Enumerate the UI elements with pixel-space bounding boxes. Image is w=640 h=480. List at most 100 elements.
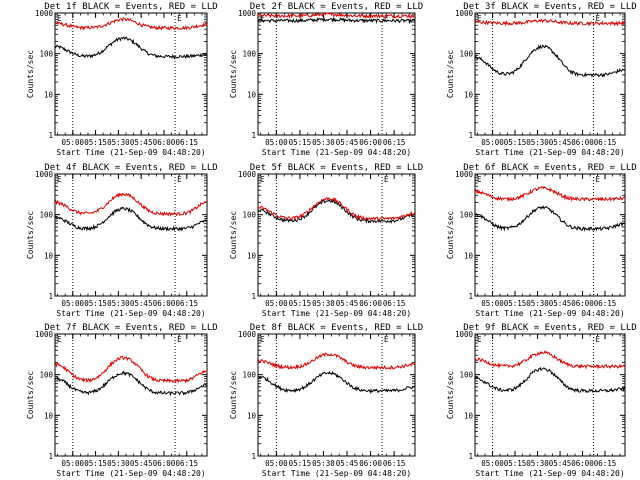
panel-det-4: Det 4f BLACK = Events, RED = LLD 1 10 100 10… xyxy=(26,163,218,318)
marker-e: E xyxy=(177,14,182,23)
y-tick-label: 1000 xyxy=(238,330,257,339)
series-lld xyxy=(54,192,208,217)
y-tick-label: 10 xyxy=(247,411,257,420)
marker-e: E xyxy=(177,335,182,344)
x-axis-label: Start Time (21-Sep-09 04:48:20) xyxy=(56,469,205,478)
x-axis-label: Start Time (21-Sep-09 04:48:20) xyxy=(56,309,205,318)
y-axis-label: Counts/sec xyxy=(229,211,238,259)
plot-frame xyxy=(474,12,626,136)
plot-frame xyxy=(474,173,626,297)
x-axis-label: Start Time (21-Sep-09 04:48:20) xyxy=(475,148,624,157)
marker-e: E xyxy=(477,175,482,184)
y-tick-label: 10 xyxy=(464,411,474,420)
y-tick-label: 100 xyxy=(242,211,256,220)
x-tick-label: 05:45 xyxy=(336,138,359,147)
series-events xyxy=(474,44,626,78)
plot-frame xyxy=(257,12,416,136)
series-events xyxy=(474,205,626,232)
x-tick-label: 05:00 xyxy=(265,138,288,147)
x-tick-label: 06:00 xyxy=(359,459,382,468)
y-tick-label: 1000 xyxy=(455,170,474,179)
y-tick-label: 10 xyxy=(247,90,257,99)
y-axis-label: Counts/sec xyxy=(446,211,455,259)
x-tick-label: 06:15 xyxy=(175,299,198,308)
x-tick-label: 05:30 xyxy=(312,459,335,468)
panel-det-3: Det 3f BLACK = Events, RED = LLD 1 10 100 10… xyxy=(446,2,637,157)
y-tick-label: 1 xyxy=(251,292,256,301)
y-tick-label: 100 xyxy=(459,211,473,220)
y-tick-label: 1 xyxy=(48,292,53,301)
marker-e: E xyxy=(260,335,265,344)
x-tick-label: 06:15 xyxy=(594,299,617,308)
x-tick-label: 05:15 xyxy=(504,299,527,308)
y-axis-label: Counts/sec xyxy=(26,371,35,419)
x-tick-label: 05:30 xyxy=(526,299,549,308)
panel-title: Det 5f BLACK = Events, RED = LLD xyxy=(250,163,423,173)
x-tick-label: 06:15 xyxy=(383,138,406,147)
x-tick-label: 05:45 xyxy=(130,299,153,308)
x-tick-label: 05:30 xyxy=(526,138,549,147)
x-axis-label: Start Time (21-Sep-09 04:48:20) xyxy=(475,469,624,478)
series-events xyxy=(474,366,626,394)
x-tick-label: 05:30 xyxy=(107,138,130,147)
y-axis-label: Counts/sec xyxy=(446,371,455,419)
panel-title: Det 8f BLACK = Events, RED = LLD xyxy=(250,323,423,333)
x-tick-label: 05:15 xyxy=(84,299,107,308)
plot-frame xyxy=(54,12,208,136)
x-tick-label: 05:15 xyxy=(289,299,312,308)
x-tick-label: 05:00 xyxy=(61,459,84,468)
series-events xyxy=(257,370,416,394)
panel-title: Det 7f BLACK = Events, RED = LLD xyxy=(44,323,217,333)
panel-det-1: Det 1f BLACK = Events, RED = LLD 1 10 100 10… xyxy=(26,2,218,157)
y-tick-label: 10 xyxy=(464,251,474,260)
y-tick-label: 100 xyxy=(242,50,256,59)
panel-title: Det 2f BLACK = Events, RED = LLD xyxy=(250,2,423,12)
series-lld xyxy=(474,185,626,203)
panel-det-5: Det 5f BLACK = Events, RED = LLD 1 10 100 10… xyxy=(229,163,423,318)
y-tick-label: 100 xyxy=(39,211,53,220)
series-lld xyxy=(258,352,416,371)
x-tick-label: 05:15 xyxy=(289,138,312,147)
x-tick-label: 05:00 xyxy=(61,299,84,308)
marker-e: E xyxy=(596,175,601,184)
x-tick-label: 06:15 xyxy=(175,138,198,147)
x-tick-label: 06:00 xyxy=(153,299,176,308)
y-tick-label: 10 xyxy=(247,251,257,260)
x-tick-label: 05:15 xyxy=(504,138,527,147)
x-tick-label: 06:00 xyxy=(571,299,594,308)
y-tick-label: 10 xyxy=(464,90,474,99)
x-tick-label: 05:45 xyxy=(549,138,572,147)
y-tick-label: 1 xyxy=(251,452,256,461)
x-tick-label: 06:00 xyxy=(359,299,382,308)
y-axis-label: Counts/sec xyxy=(229,50,238,98)
panel-title: Det 9f BLACK = Events, RED = LLD xyxy=(463,323,636,333)
x-axis-label: Start Time (21-Sep-09 04:48:20) xyxy=(56,148,205,157)
x-tick-label: 05:45 xyxy=(549,299,572,308)
plot-frame xyxy=(54,173,208,297)
x-tick-label: 05:30 xyxy=(312,138,335,147)
x-tick-label: 06:00 xyxy=(571,138,594,147)
plot-frame xyxy=(257,333,416,457)
x-tick-label: 05:00 xyxy=(481,138,504,147)
y-axis-label: Counts/sec xyxy=(229,371,238,419)
y-tick-label: 1 xyxy=(48,131,53,140)
x-tick-label: 06:15 xyxy=(594,138,617,147)
y-tick-label: 1000 xyxy=(35,330,54,339)
x-axis-label: Start Time (21-Sep-09 04:48:20) xyxy=(262,469,411,478)
panel-title: Det 6f BLACK = Events, RED = LLD xyxy=(463,163,636,173)
x-tick-label: 05:45 xyxy=(130,459,153,468)
y-tick-label: 1 xyxy=(251,131,256,140)
panel-det-9: Det 9f BLACK = Events, RED = LLD 1 10 100 10… xyxy=(446,323,637,478)
x-tick-label: 06:15 xyxy=(594,459,617,468)
x-tick-label: 06:15 xyxy=(383,299,406,308)
y-tick-label: 10 xyxy=(44,411,54,420)
x-tick-label: 05:45 xyxy=(130,138,153,147)
y-tick-label: 10 xyxy=(44,251,54,260)
panel-det-6: Det 6f BLACK = Events, RED = LLD 1 10 100 10… xyxy=(446,163,637,318)
y-tick-label: 10 xyxy=(44,90,54,99)
x-tick-label: 05:15 xyxy=(84,138,107,147)
y-tick-label: 100 xyxy=(39,50,53,59)
x-tick-label: 06:15 xyxy=(175,459,198,468)
y-tick-label: 100 xyxy=(39,371,53,380)
y-axis-label: Counts/sec xyxy=(26,50,35,98)
